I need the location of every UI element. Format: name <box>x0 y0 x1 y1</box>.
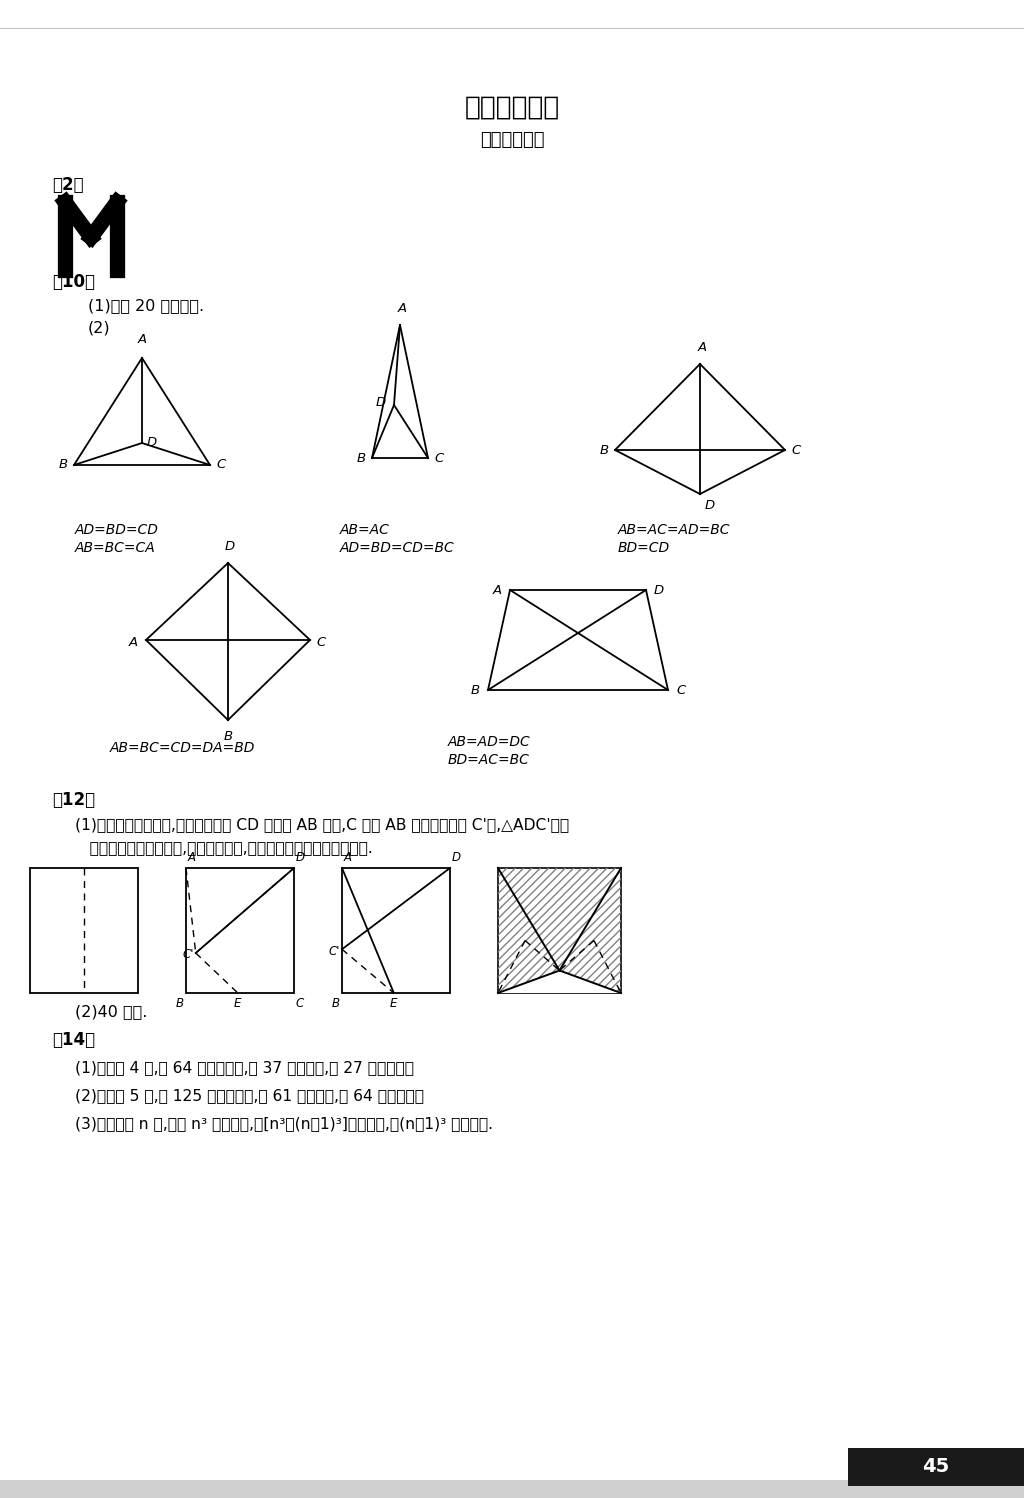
Text: BD=AC=BC: BD=AC=BC <box>449 753 529 767</box>
Text: B: B <box>223 730 232 743</box>
Text: A: A <box>697 342 707 354</box>
Text: A: A <box>493 584 502 596</box>
Text: B: B <box>471 683 480 697</box>
Text: (2)40 分钟.: (2)40 分钟. <box>75 1005 147 1020</box>
Text: D: D <box>452 851 461 864</box>
Text: D: D <box>705 499 715 512</box>
Text: A: A <box>129 635 138 649</box>
Text: D: D <box>376 397 386 409</box>
Text: 部分参考答案: 部分参考答案 <box>464 94 560 121</box>
Text: C': C' <box>329 945 340 957</box>
Text: C: C <box>216 458 225 472</box>
Text: (3)当边长为 n 时,共有 n³ 个小立体,有[n³－(n－1)³]个看得见,有(n－1)³ 个看不见.: (3)当边长为 n 时,共有 n³ 个小立体,有[n³－(n－1)³]个看得见,… <box>75 1116 493 1131</box>
Text: AB=AC=AD=BC: AB=AC=AD=BC <box>618 523 730 536</box>
Text: C: C <box>791 443 800 457</box>
Text: C': C' <box>182 948 194 962</box>
Text: (1)共有 20 个正方形.: (1)共有 20 个正方形. <box>88 298 204 313</box>
Text: 第14页: 第14页 <box>52 1031 95 1049</box>
Text: D: D <box>296 851 305 864</box>
Text: 45: 45 <box>923 1458 949 1477</box>
Text: C: C <box>676 683 685 697</box>
Text: A: A <box>397 303 407 315</box>
Text: E: E <box>390 998 397 1010</box>
Text: (2)边长为 5 时,有 125 个小立方体,有 61 个看得见,有 64 个看不见；: (2)边长为 5 时,有 125 个小立方体,有 61 个看得见,有 64 个看… <box>75 1089 424 1104</box>
Text: （数学园地）: （数学园地） <box>480 130 544 148</box>
Text: (1)边长为 4 时,有 64 个小立方体,有 37 个看得见,有 27 个看不见；: (1)边长为 4 时,有 64 个小立方体,有 37 个看得见,有 27 个看不… <box>75 1061 414 1076</box>
Text: A: A <box>188 851 196 864</box>
Text: BD=CD: BD=CD <box>618 541 670 554</box>
Text: A: A <box>137 333 146 346</box>
Text: 第10页: 第10页 <box>52 273 95 291</box>
Text: B: B <box>58 458 68 472</box>
Text: AB=AD=DC: AB=AD=DC <box>449 736 530 749</box>
Bar <box>342 867 450 993</box>
Bar <box>848 1449 1024 1486</box>
Text: C: C <box>296 998 304 1010</box>
Bar <box>30 867 138 993</box>
Text: AD=BD=CD: AD=BD=CD <box>75 523 159 536</box>
Text: (2): (2) <box>88 321 111 336</box>
Text: 所求等边三角形的一半,最后将纸摊开,就可得一个最大的等边三角形.: 所求等边三角形的一半,最后将纸摊开,就可得一个最大的等边三角形. <box>75 840 373 855</box>
Text: E: E <box>234 998 242 1010</box>
Bar <box>0 1480 1024 1498</box>
Text: 第12页: 第12页 <box>52 791 95 809</box>
Text: C: C <box>316 635 326 649</box>
Text: AB=BC=CD=DA=BD: AB=BC=CD=DA=BD <box>110 742 255 755</box>
Bar <box>186 867 294 993</box>
Text: D: D <box>147 436 158 449</box>
Text: 第2页: 第2页 <box>52 175 84 195</box>
Text: AD=BD=CD=BC: AD=BD=CD=BC <box>340 541 455 554</box>
Text: AB=BC=CA: AB=BC=CA <box>75 541 156 554</box>
Text: B: B <box>332 998 340 1010</box>
Text: B: B <box>600 443 609 457</box>
Text: C: C <box>434 451 443 464</box>
Polygon shape <box>498 971 621 993</box>
Text: D: D <box>654 584 665 596</box>
Text: AB=AC: AB=AC <box>340 523 390 536</box>
Text: (1)先将正方形纸对折,再将叠住的边 CD 斜着向 AB 对折,C 叠在 AB 上的对应点为 C'点,△ADC'就是: (1)先将正方形纸对折,再将叠住的边 CD 斜着向 AB 对折,C 叠在 AB … <box>75 818 569 833</box>
Bar <box>498 867 621 993</box>
Text: B: B <box>357 451 366 464</box>
Text: B: B <box>176 998 184 1010</box>
Bar <box>498 867 621 993</box>
Text: D: D <box>225 539 236 553</box>
Text: A: A <box>344 851 352 864</box>
